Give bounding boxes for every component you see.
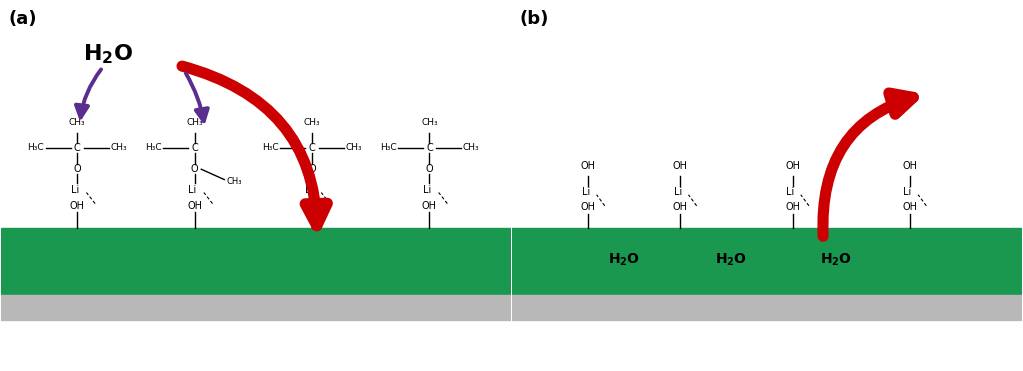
- Text: CH₃: CH₃: [69, 118, 86, 127]
- Text: H₃C: H₃C: [28, 143, 44, 152]
- Text: OH: OH: [902, 161, 918, 171]
- Text: CH₃: CH₃: [345, 143, 362, 152]
- Text: Li: Li: [673, 187, 682, 197]
- Text: H₃C: H₃C: [262, 143, 279, 152]
- Text: O: O: [191, 164, 198, 174]
- Text: H₃C: H₃C: [380, 143, 396, 152]
- Text: $\mathbf{H_2O}$: $\mathbf{H_2O}$: [715, 251, 748, 267]
- Bar: [1, 228, 512, 295]
- Text: CH₃: CH₃: [421, 118, 438, 127]
- Text: CH₃: CH₃: [186, 118, 203, 127]
- Text: CH₃: CH₃: [110, 143, 127, 152]
- Text: OH: OH: [421, 201, 437, 211]
- Bar: [512, 228, 1022, 295]
- Text: $\mathbf{H_2O}$: $\mathbf{H_2O}$: [608, 251, 640, 267]
- Text: OH: OH: [785, 202, 800, 212]
- Text: H₃C: H₃C: [145, 143, 162, 152]
- Text: OH: OH: [305, 201, 319, 211]
- Text: OH: OH: [673, 202, 687, 212]
- Text: C: C: [309, 143, 315, 153]
- Text: Li: Li: [422, 184, 431, 194]
- Text: OH: OH: [187, 201, 203, 211]
- Text: CH₃: CH₃: [226, 177, 241, 186]
- Text: OH: OH: [70, 201, 85, 211]
- Text: Li: Li: [71, 184, 79, 194]
- Text: (a): (a): [8, 10, 37, 28]
- Text: C: C: [427, 143, 433, 153]
- Text: Li: Li: [582, 187, 590, 197]
- Text: O: O: [74, 164, 81, 174]
- Text: OH: OH: [581, 202, 596, 212]
- Text: Li: Li: [188, 184, 196, 194]
- Bar: [1, 295, 512, 321]
- Text: OH: OH: [673, 161, 687, 171]
- Text: Li: Li: [306, 184, 314, 194]
- Text: OH: OH: [785, 161, 800, 171]
- Text: (b): (b): [520, 10, 549, 28]
- Text: Li: Li: [903, 187, 911, 197]
- Text: C: C: [191, 143, 198, 153]
- Text: CH₃: CH₃: [462, 143, 480, 152]
- Text: CH₃: CH₃: [304, 118, 320, 127]
- Text: $\mathbf{H_2O}$: $\mathbf{H_2O}$: [83, 43, 133, 66]
- Text: $\mathbf{H_2O}$: $\mathbf{H_2O}$: [820, 251, 852, 267]
- Text: OH: OH: [902, 202, 918, 212]
- Text: Li: Li: [786, 187, 794, 197]
- Text: O: O: [426, 164, 434, 174]
- Bar: [512, 295, 1022, 321]
- Text: O: O: [308, 164, 316, 174]
- Text: OH: OH: [581, 161, 596, 171]
- Text: C: C: [74, 143, 81, 153]
